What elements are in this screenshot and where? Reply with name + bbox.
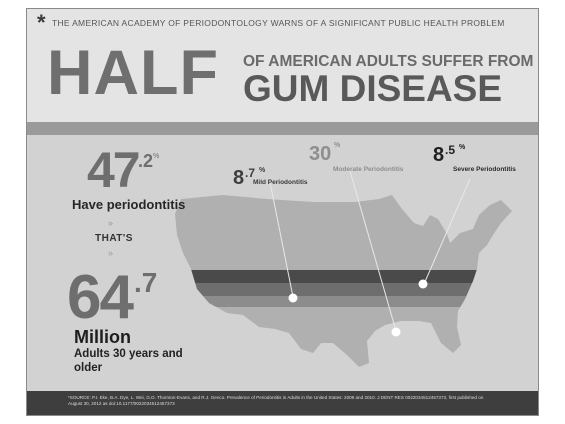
header-warning-text: THE AMERICAN ACADEMY OF PERIODONTOLOGY W… [52, 18, 505, 28]
moderate-percent-sign: % [334, 142, 341, 149]
mild-percent-sign: % [259, 167, 266, 174]
mild-pointer-line [269, 181, 294, 298]
infographic: * THE AMERICAN ACADEMY OF PERIODONTOLOGY… [26, 8, 539, 416]
chevron-down-icon: » [108, 248, 114, 258]
severe-stripe [175, 270, 512, 283]
thats-connector: THAT'S [95, 233, 133, 244]
stat-64-decimal: .7 [134, 267, 158, 298]
stat-64-main: 64 [67, 263, 134, 332]
moderate-marker [391, 327, 401, 337]
severe-percent-number: 8 [433, 144, 445, 166]
mild-marker [288, 293, 298, 303]
header-divider-band [27, 122, 538, 135]
have-periodontitis-label: Have periodontitis [72, 197, 186, 212]
footer-bar [27, 391, 538, 415]
adults-30-label: Adults 30 years and older [74, 348, 183, 374]
header-panel: * THE AMERICAN ACADEMY OF PERIODONTOLOGY… [27, 9, 538, 122]
headline-adults-line: OF AMERICAN ADULTS SUFFER FROM [243, 53, 534, 70]
severe-pointer-line [423, 178, 471, 285]
stat-47-percent: % [153, 153, 160, 160]
mild-percent-decimal: .7 [245, 166, 256, 180]
mild-periodontitis-label: Mild Periodontitis [253, 179, 308, 186]
severe-periodontitis-label: Severe Periodontitis [453, 166, 516, 173]
asterisk-mark: * [37, 10, 46, 35]
severe-percent-decimal: .5 [445, 143, 456, 157]
moderate-percent-number: 30 [309, 143, 332, 165]
moderate-pointer-line [349, 170, 397, 332]
million-label: Million [74, 327, 131, 347]
moderate-stripe [175, 296, 512, 307]
stat-47-main: 47 [87, 142, 141, 198]
moderate-periodontitis-label: Moderate Periodontitis [333, 166, 404, 173]
source-citation: *SOURCE: P.I. Eke, B.A. Dye, L. Wei, G.O… [68, 395, 484, 406]
mild-stripe [175, 283, 512, 296]
stat-47-decimal: .2 [138, 151, 154, 171]
us-map-graphic [175, 170, 512, 367]
headline-half: HALF [47, 38, 219, 108]
mild-percent-number: 8 [233, 167, 245, 189]
severe-marker [418, 279, 428, 289]
severe-percent-sign: % [459, 144, 466, 151]
chevron-down-icon: » [108, 218, 114, 228]
headline-gum-disease: GUM DISEASE [243, 68, 503, 109]
